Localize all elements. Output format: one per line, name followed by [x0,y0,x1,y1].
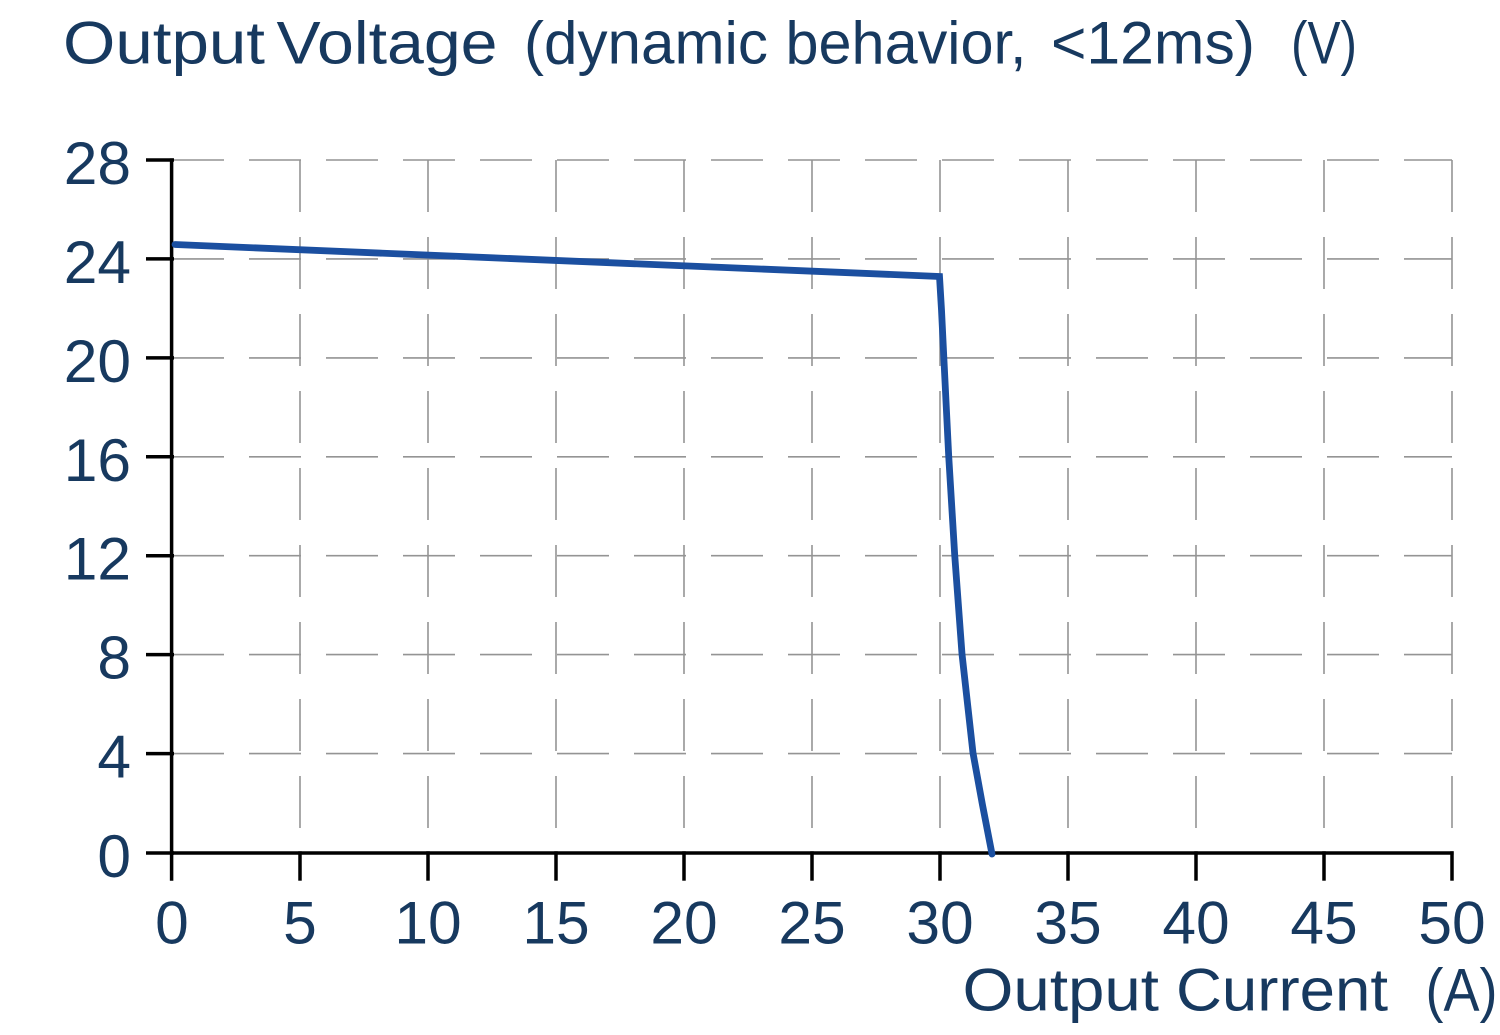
svg-text:24: 24 [64,228,131,296]
svg-text:Voltage: Voltage [277,9,498,77]
svg-text:16: 16 [64,426,131,494]
svg-text:(dynamic: (dynamic [524,9,768,77]
svg-text:50: 50 [1418,889,1485,957]
svg-text:45: 45 [1290,889,1357,957]
svg-text:4: 4 [97,723,131,791]
svg-text:20: 20 [64,327,131,395]
svg-text:Output: Output [63,9,265,77]
svg-text:0: 0 [97,822,131,890]
svg-text:<12ms): <12ms) [1051,9,1255,77]
svg-text:28: 28 [64,129,131,197]
svg-text:8: 8 [97,624,131,692]
svg-text:30: 30 [906,889,973,957]
svg-text:5: 5 [283,889,317,957]
svg-text:25: 25 [778,889,845,957]
svg-text:20: 20 [650,889,717,957]
svg-text:Current: Current [1176,956,1388,1024]
svg-text:15: 15 [522,889,589,957]
svg-text:Output: Output [963,956,1160,1024]
svg-text:behavior,: behavior, [786,9,1027,77]
svg-text:10: 10 [394,889,461,957]
svg-text:12: 12 [64,525,131,593]
svg-text:(A): (A) [1426,956,1498,1024]
svg-text:0: 0 [155,889,189,957]
svg-text:40: 40 [1162,889,1229,957]
svg-text:35: 35 [1034,889,1101,957]
svg-text:(V): (V) [1291,9,1357,77]
